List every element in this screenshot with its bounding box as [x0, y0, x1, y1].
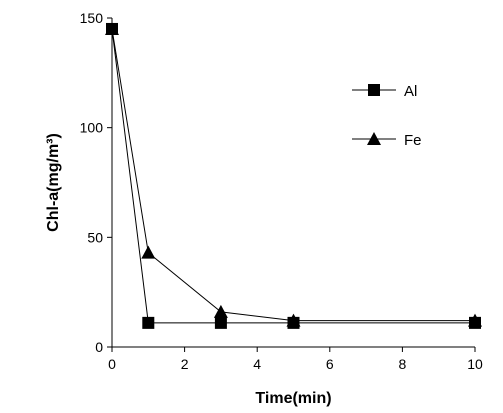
- legend: Al Fe: [352, 83, 422, 149]
- y-tick-label: 0: [95, 339, 103, 355]
- y-tick-label: 50: [87, 229, 103, 245]
- data-point-fe: [286, 313, 301, 327]
- legend-marker-al: [368, 84, 380, 96]
- data-point-al: [142, 316, 155, 329]
- legend-label-fe: Fe: [404, 132, 422, 149]
- data-point-fe: [213, 304, 228, 318]
- x-tick-label: 2: [181, 356, 189, 372]
- data-point-fe: [468, 313, 482, 327]
- legend-marker-fe: [367, 132, 381, 145]
- y-axis-title: Chl-a(mg/m³): [45, 133, 62, 232]
- data-point-al: [214, 316, 227, 329]
- y-tick-label: 100: [80, 120, 104, 136]
- axes: [111, 18, 475, 348]
- y-tick-label: 150: [80, 10, 104, 26]
- legend-label-al: Al: [404, 83, 417, 100]
- x-tick-label: 0: [108, 356, 116, 372]
- x-tick-label: 6: [326, 356, 334, 372]
- data-point-fe: [105, 21, 119, 35]
- x-axis-title: Time(min): [255, 390, 331, 407]
- x-tick-label: 4: [253, 356, 261, 372]
- series-line-fe: [111, 28, 475, 322]
- x-tick-label: 10: [467, 356, 483, 372]
- x-tick-label: 8: [399, 356, 407, 372]
- series-line-al: [111, 28, 475, 324]
- series-layer: [105, 21, 482, 329]
- data-point-fe: [141, 245, 156, 259]
